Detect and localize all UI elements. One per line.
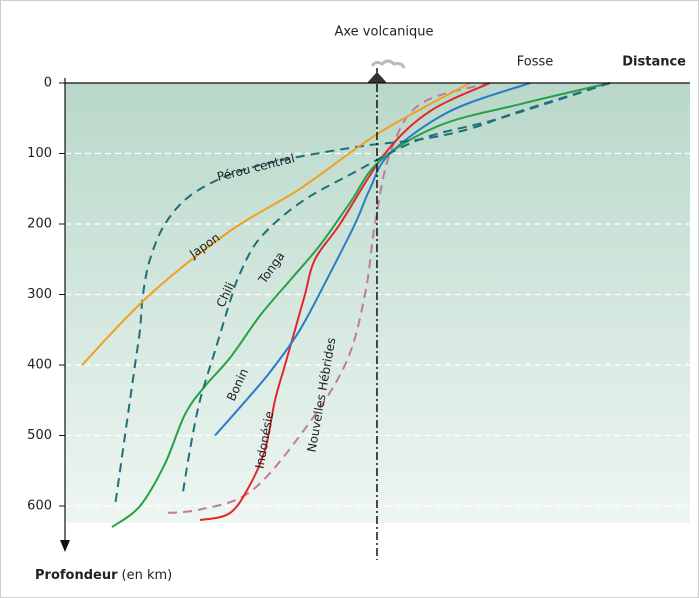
y-tick-label: 0 — [44, 76, 52, 91]
slab-profile — [81, 82, 471, 366]
slab-profile — [114, 82, 611, 507]
smoke — [370, 59, 406, 69]
y-axis-unit: (en km) — [122, 568, 173, 583]
trench-label: Fosse — [517, 55, 554, 70]
slab-profile — [214, 82, 531, 437]
y-axis-label: Profondeur (en km) — [35, 568, 172, 583]
y-tick-label: 600 — [27, 499, 52, 514]
slab-profile — [162, 82, 491, 514]
y-tick-label: 500 — [27, 428, 52, 443]
slab-profile — [199, 82, 491, 522]
y-tick-label: 100 — [27, 146, 52, 161]
axis-title: Axe volcanique — [334, 25, 433, 40]
y-axis-label-main: Profondeur — [35, 568, 118, 583]
slab-profile — [111, 82, 611, 528]
volcano — [367, 72, 387, 83]
x-axis-label: Distance — [622, 55, 686, 70]
slab-profile — [182, 82, 611, 493]
y-tick-label: 400 — [27, 358, 52, 373]
y-tick-label: 200 — [27, 217, 52, 232]
y-tick-label: 300 — [27, 287, 52, 302]
y-axis-arrow — [60, 540, 70, 552]
